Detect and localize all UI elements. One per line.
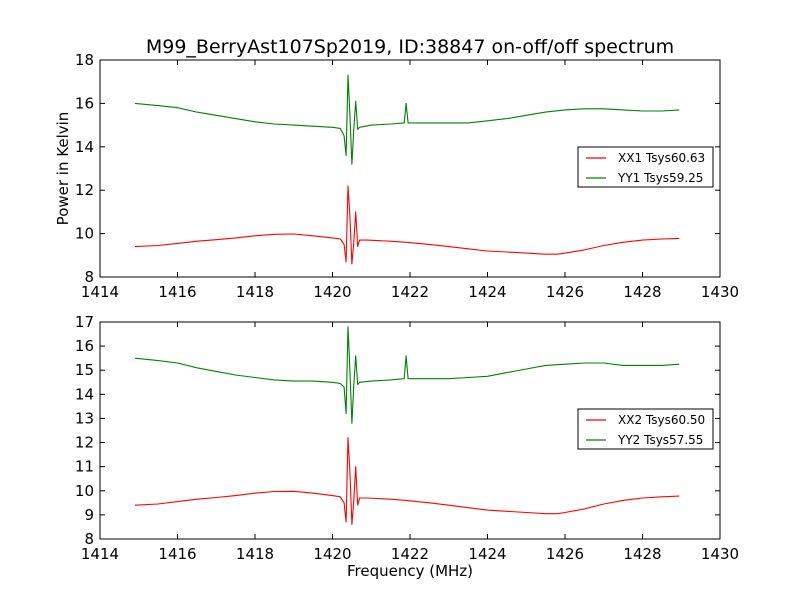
panel2-y-tick-label: 11: [75, 458, 94, 476]
panel2-x-tick-label: 1418: [236, 545, 274, 563]
panel1-x-tick-label: 1420: [313, 283, 351, 301]
panel2-y-tick-label: 10: [75, 482, 94, 500]
panel2-y-tick-label: 14: [75, 385, 94, 403]
panel1-y-axis-label: Power in Kelvin: [54, 112, 72, 226]
panel2-y-tick-label: 9: [84, 506, 94, 524]
panel2-x-tick-label: 1430: [701, 545, 739, 563]
panel2-x-tick-label: 1426: [546, 545, 584, 563]
panel1-x-tick-label: 1414: [81, 283, 119, 301]
panel2-x-tick-label: 1422: [391, 545, 429, 563]
panel1-x-tick-label: 1424: [468, 283, 506, 301]
panel2-y-tick-label: 17: [75, 313, 94, 331]
panel1-x-tick-label: 1416: [158, 283, 196, 301]
panel2-legend-label-1: XX2 Tsys60.50: [618, 413, 705, 427]
panel1-series-line-2: [134, 74, 680, 165]
panel2-series-line-1: [134, 437, 680, 526]
panel1-x-tick-label: 1422: [391, 283, 429, 301]
panel1-x-tick-label: 1428: [623, 283, 661, 301]
panel1-y-tick-label: 12: [75, 181, 94, 199]
panel2-x-tick-label: 1420: [313, 545, 351, 563]
panel1-x-tick-label: 1426: [546, 283, 584, 301]
panel2-y-tick-label: 16: [75, 337, 94, 355]
panel1-legend: [577, 146, 714, 188]
panel1-legend-label-2: YY1 Tsys59.25: [617, 171, 703, 185]
panel1-y-tick-label: 16: [75, 94, 94, 112]
panel2-x-tick-label: 1424: [468, 545, 506, 563]
chart-title: M99_BerryAst107Sp2019, ID:38847 on-off/o…: [146, 36, 674, 58]
panel2-y-tick-label: 15: [75, 361, 94, 379]
panel1-x-tick-label: 1430: [701, 283, 739, 301]
panel2-x-axis-label: Frequency (MHz): [347, 562, 473, 580]
panel2-series-line-2: [134, 326, 680, 424]
panel2-y-tick-label: 8: [84, 530, 94, 548]
panel1-y-tick-label: 18: [75, 51, 94, 69]
panel2-x-tick-label: 1414: [81, 545, 119, 563]
panel2-y-tick-label: 12: [75, 434, 94, 452]
panel1-legend-label-1: XX1 Tsys60.63: [618, 151, 705, 165]
panel2-y-tick-label: 13: [75, 409, 94, 427]
panel2-x-tick-label: 1428: [623, 545, 661, 563]
panel1-y-tick-label: 14: [75, 138, 94, 156]
panel2-legend-label-2: YY2 Tsys57.55: [617, 433, 703, 447]
panel1-y-tick-label: 10: [75, 225, 94, 243]
panel2-legend: [577, 408, 714, 450]
panel1-x-tick-label: 1418: [236, 283, 274, 301]
panel1-series-line-1: [134, 185, 680, 265]
panel1-y-tick-label: 8: [84, 268, 94, 286]
panel2-x-tick-label: 1416: [158, 545, 196, 563]
